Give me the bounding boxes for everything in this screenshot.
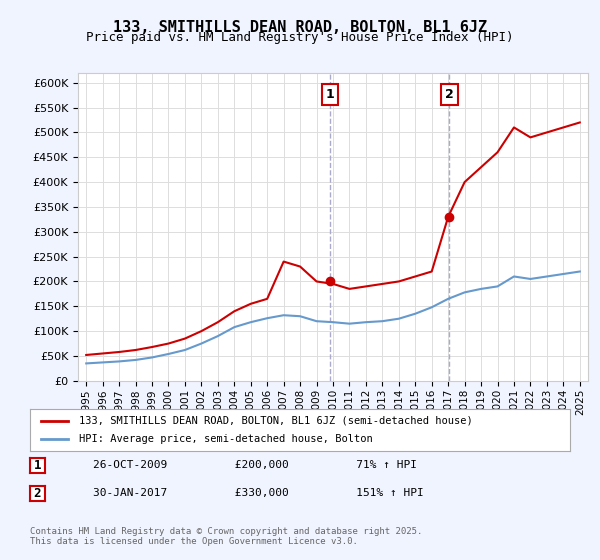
- Text: 1: 1: [34, 459, 41, 472]
- Text: 133, SMITHILLS DEAN ROAD, BOLTON, BL1 6JZ (semi-detached house): 133, SMITHILLS DEAN ROAD, BOLTON, BL1 6J…: [79, 416, 472, 426]
- Text: 2: 2: [445, 88, 454, 101]
- Text: Contains HM Land Registry data © Crown copyright and database right 2025.
This d: Contains HM Land Registry data © Crown c…: [30, 526, 422, 546]
- Text: Price paid vs. HM Land Registry's House Price Index (HPI): Price paid vs. HM Land Registry's House …: [86, 31, 514, 44]
- Text: 2: 2: [34, 487, 41, 500]
- Text: 30-JAN-2017          £330,000          151% ↑ HPI: 30-JAN-2017 £330,000 151% ↑ HPI: [66, 488, 424, 498]
- Text: 26-OCT-2009          £200,000          71% ↑ HPI: 26-OCT-2009 £200,000 71% ↑ HPI: [66, 460, 417, 470]
- Text: HPI: Average price, semi-detached house, Bolton: HPI: Average price, semi-detached house,…: [79, 434, 373, 444]
- Text: 1: 1: [326, 88, 335, 101]
- Text: 133, SMITHILLS DEAN ROAD, BOLTON, BL1 6JZ: 133, SMITHILLS DEAN ROAD, BOLTON, BL1 6J…: [113, 20, 487, 35]
